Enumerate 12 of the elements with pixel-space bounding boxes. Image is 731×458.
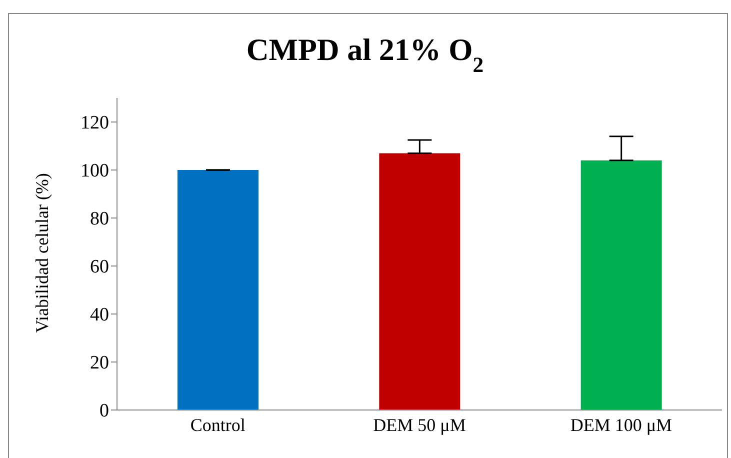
y-tick-label: 20 [90, 352, 109, 374]
y-tick-label: 80 [90, 208, 109, 230]
x-tick-label: Control [190, 414, 246, 435]
y-tick-label: 0 [100, 400, 109, 422]
y-tick-label: 120 [80, 112, 109, 134]
x-tick-label: DEM 100 μM [570, 414, 672, 435]
y-tick-label: 40 [90, 304, 109, 326]
y-tick-label: 100 [80, 160, 109, 182]
x-tick-label: DEM 50 μM [373, 414, 466, 435]
y-axis-title: Viabilidad celular (%) [32, 173, 52, 333]
y-tick-label: 60 [90, 256, 109, 278]
chart-title: CMPD al 21% O$_{2}$ [246, 32, 484, 77]
